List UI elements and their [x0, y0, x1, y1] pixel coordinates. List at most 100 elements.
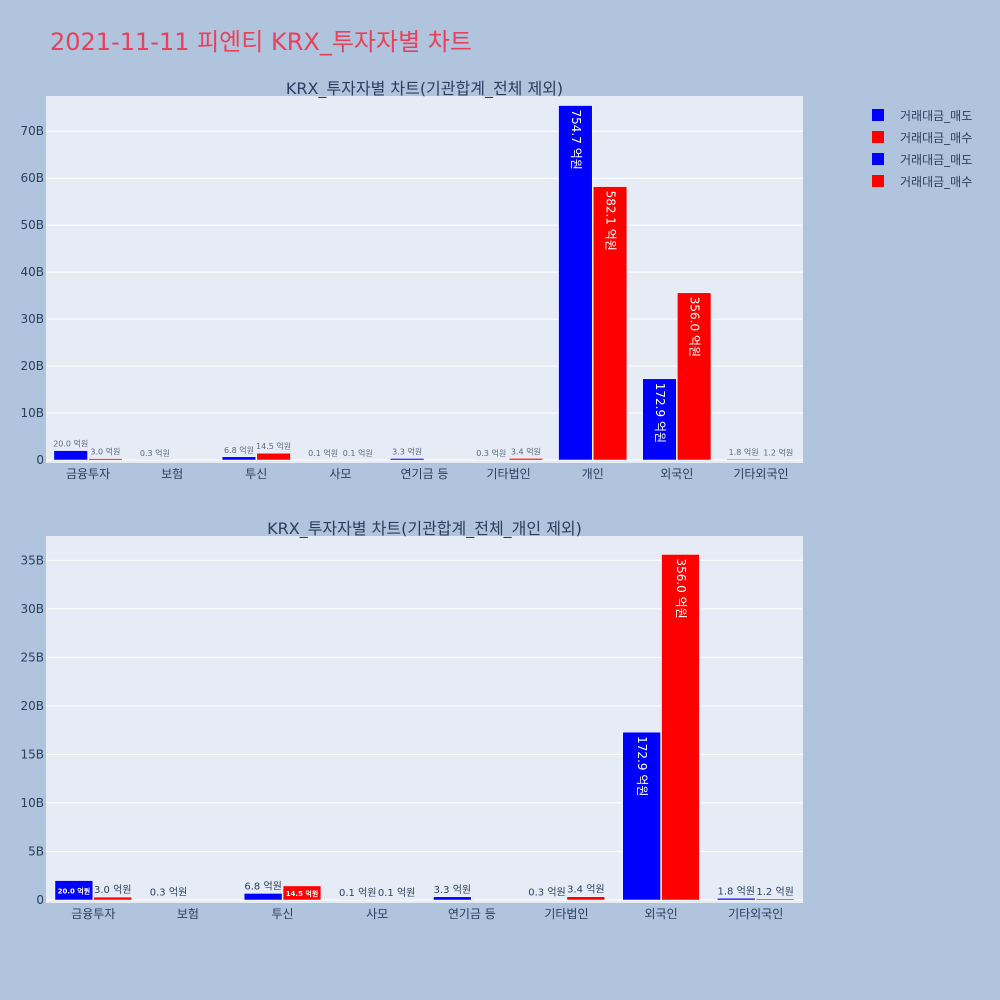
y-tick-label: 15B	[20, 747, 44, 761]
legend-item[interactable]: 거래대금_매수	[872, 126, 972, 148]
bar-value-label: 3.4 억원	[567, 884, 604, 896]
bar-value-label: 754.7 억원	[569, 110, 583, 170]
bar-buy	[761, 459, 796, 461]
bar-sell	[54, 880, 94, 901]
bar-value-label: 582.1 억원	[604, 191, 618, 251]
bar-buy	[566, 896, 606, 901]
x-tick-label: 투신	[245, 467, 267, 481]
x-tick-label: 기타외국인	[733, 467, 788, 481]
y-tick-label: 35B	[20, 553, 44, 567]
chart-investor-trading-all: KRX_투자자별 차트(기관합계_전체 제외) 0 10B 20B 30B 40B 50B 6…	[20, 79, 803, 481]
plot-area	[46, 96, 803, 463]
legend-label: 거래대금_매수	[900, 174, 973, 189]
bar-buy	[93, 896, 132, 901]
legend-label: 거래대금_매수	[900, 130, 973, 145]
x-tick-label: 기타외국인	[728, 907, 783, 921]
bar-value-label: 172.9 억원	[653, 383, 667, 443]
bar-value-label: 3.3 억원	[392, 446, 422, 456]
x-tick-label: 외국인	[645, 907, 678, 921]
bar-sell	[433, 896, 472, 901]
bar-value-label: 356.0 억원	[674, 558, 688, 618]
bar-value-label: 1.2 억원	[763, 447, 793, 457]
x-tick-label: 기타법인	[487, 467, 531, 481]
bar-sell	[622, 731, 661, 901]
y-tick-label: 0	[36, 893, 44, 907]
bar-buy	[282, 885, 322, 901]
y-tick-label: 70B	[20, 124, 44, 138]
bar-value-label: 3.0 억원	[90, 447, 120, 457]
bar-value-label: 20.0 억원	[53, 439, 88, 449]
x-tick-label: 보험	[161, 467, 183, 481]
bar-buy	[508, 458, 544, 461]
bar-value-label: 14.5 억원	[286, 889, 319, 898]
bar-value-label: 3.0 억원	[94, 884, 131, 896]
bar-value-label: 3.3 억원	[434, 884, 471, 896]
bar-value-label: 172.9 억원	[635, 736, 649, 796]
bar-buy	[661, 554, 700, 901]
bar-sell	[642, 378, 677, 461]
y-tick-label: 5B	[28, 844, 44, 858]
bar-value-label: 356.0 억원	[688, 297, 702, 357]
chart-title: KRX_투자자별 차트(기관합계_전체_개인 제외)	[267, 519, 582, 539]
y-tick-label: 0	[36, 453, 44, 467]
bar-value-label: 6.8 억원	[224, 445, 254, 455]
bar-value-label: 0.1 억원	[339, 887, 376, 899]
y-tick-label: 60B	[20, 171, 44, 185]
bar-value-label: 0.1 억원	[378, 887, 415, 899]
legend-swatch-sell	[872, 109, 884, 121]
legend-label: 거래대금_매도	[900, 152, 973, 167]
x-tick-label: 사모	[366, 907, 388, 921]
x-tick-label: 사모	[329, 467, 351, 481]
bar-buy	[592, 186, 628, 461]
bar-buy	[256, 452, 291, 461]
bar-value-label: 1.8 억원	[729, 447, 759, 457]
bar-value-label: 0.3 억원	[528, 887, 565, 899]
bar-value-label: 20.0 억원	[58, 886, 91, 895]
page-title: 2021-11-11 피엔티 KRX_투자자별 차트	[50, 28, 472, 56]
bar-value-label: 0.3 억원	[150, 887, 187, 899]
legend-swatch-buy	[872, 131, 884, 143]
x-tick-label: 개인	[582, 467, 604, 481]
x-tick-label: 보험	[177, 907, 199, 921]
y-tick-label: 10B	[20, 796, 44, 810]
bar-value-label: 0.3 억원	[476, 448, 506, 458]
chart-title: KRX_투자자별 차트(기관합계_전체 제외)	[286, 79, 563, 99]
bar-sell	[243, 893, 283, 901]
chart-legend[interactable]: 거래대금_매도 거래대금_매수 거래대금_매도 거래대금_매수	[872, 104, 972, 192]
y-tick-label: 20B	[20, 359, 44, 373]
x-tick-label: 투신	[272, 907, 294, 921]
bar-sell	[726, 458, 761, 461]
x-tick-label: 연기금 등	[401, 467, 449, 481]
legend-swatch-buy	[872, 175, 884, 187]
y-tick-label: 10B	[20, 406, 44, 420]
bar-sell	[53, 450, 88, 461]
y-tick-label: 20B	[20, 699, 44, 713]
x-tick-label: 기타법인	[544, 907, 588, 921]
chart-investor-trading-excl-individual: KRX_투자자별 차트(기관합계_전체_개인 제외) 0 5B 10B 15B 20B 25…	[20, 519, 803, 921]
legend-item[interactable]: 거래대금_매수	[872, 170, 972, 192]
bar-sell	[558, 105, 593, 461]
bar-buy	[88, 458, 123, 461]
x-tick-label: 연기금 등	[448, 907, 496, 921]
bar-value-label: 0.3 억원	[140, 448, 170, 458]
bar-value-label: 0.1 억원	[308, 448, 338, 458]
bar-sell	[390, 458, 425, 461]
x-tick-label: 금융투자	[66, 467, 110, 481]
x-tick-label: 외국인	[660, 467, 693, 481]
bar-sell	[717, 898, 756, 901]
bar-value-label: 1.8 억원	[718, 885, 755, 897]
y-tick-label: 40B	[20, 265, 44, 279]
legend-item[interactable]: 거래대금_매도	[872, 104, 972, 126]
y-tick-label: 25B	[20, 650, 44, 664]
y-tick-label: 30B	[20, 602, 44, 616]
legend-item[interactable]: 거래대금_매도	[872, 148, 972, 170]
bar-value-label: 0.1 억원	[343, 448, 373, 458]
bar-value-label: 14.5 억원	[256, 441, 291, 451]
y-tick-label: 50B	[20, 218, 44, 232]
bar-sell	[221, 456, 257, 461]
bar-value-label: 1.2 억원	[756, 886, 793, 898]
bar-buy	[677, 292, 712, 461]
x-tick-label: 금융투자	[71, 907, 115, 921]
bar-value-label: 6.8 억원	[244, 880, 281, 892]
bar-value-label: 3.4 억원	[511, 446, 541, 456]
